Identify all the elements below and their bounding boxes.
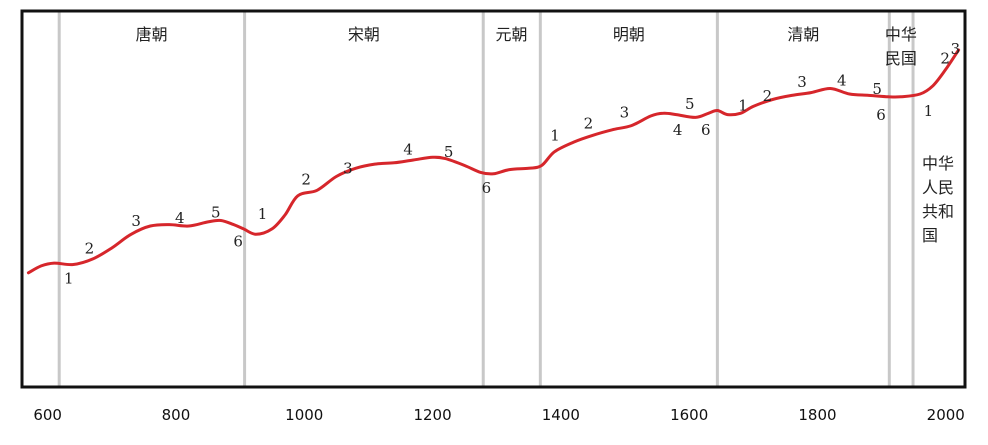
annotation-label-9: 4	[403, 140, 413, 158]
annotation-label-3: 4	[175, 209, 185, 227]
annotation-label-5: 6	[233, 233, 243, 251]
annotation-label-8: 3	[343, 160, 353, 178]
x-tick-label-1800: 1800	[798, 406, 836, 424]
annotation-label-22: 5	[872, 80, 882, 98]
series-line	[26, 48, 961, 275]
annotation-label-11: 6	[482, 179, 492, 197]
x-tick-label-1200: 1200	[413, 406, 451, 424]
dynasty-label-4: 清朝	[787, 25, 819, 44]
annotation-label-14: 3	[620, 103, 630, 121]
x-tick-label-1000: 1000	[285, 406, 323, 424]
dynasty-label-1: 宋朝	[348, 25, 380, 44]
dynasty-label-0: 唐朝	[136, 25, 168, 44]
annotation-label-25: 2	[940, 50, 950, 68]
x-tick-label-2000: 2000	[927, 406, 965, 424]
annotation-label-1: 2	[85, 239, 95, 257]
annotation-label-24: 1	[924, 102, 934, 120]
annotation-label-23: 6	[876, 106, 886, 124]
series-line-group	[26, 48, 961, 275]
dynasty-label-5: 中华	[885, 25, 917, 44]
annotation-label-20: 3	[797, 73, 807, 91]
dynasty-label-2: 元朝	[495, 25, 527, 44]
plot-frame	[20, 9, 967, 389]
annotation-label-19: 2	[763, 87, 773, 105]
prc-label-line-3: 国	[922, 226, 938, 245]
annotation-label-12: 1	[550, 127, 560, 145]
annotation-label-17: 6	[701, 121, 711, 139]
prc-label-line-0: 中华	[922, 154, 954, 173]
x-tick-label-1600: 1600	[670, 406, 708, 424]
annotation-label-26: 3	[951, 40, 961, 58]
annotation-label-16: 5	[685, 95, 695, 113]
annotation-label-2: 3	[131, 212, 141, 230]
annotation-label-0: 1	[64, 270, 74, 288]
dynasty-dividers	[57, 11, 915, 387]
annotation-label-13: 2	[584, 114, 594, 132]
x-tick-label-1400: 1400	[542, 406, 580, 424]
dynasty-label-5-line2: 民国	[885, 49, 917, 68]
annotation-label-10: 5	[444, 143, 454, 161]
prc-label-line-2: 共和	[922, 202, 954, 221]
annotation-label-7: 2	[301, 171, 311, 189]
annotation-label-21: 4	[837, 72, 847, 90]
x-tick-label-600: 600	[33, 406, 62, 424]
annotation-label-6: 1	[258, 205, 268, 223]
annotation-label-15: 4	[673, 121, 683, 139]
x-axis-ticks: 600 800 1000 1200 1400 1600 1800 2000	[33, 406, 965, 424]
dynasty-label-3: 明朝	[613, 25, 645, 44]
annotation-label-4: 5	[211, 204, 221, 222]
annotation-label-18: 1	[738, 96, 748, 114]
prc-label-line-1: 人民	[922, 178, 954, 197]
x-tick-label-800: 800	[162, 406, 191, 424]
